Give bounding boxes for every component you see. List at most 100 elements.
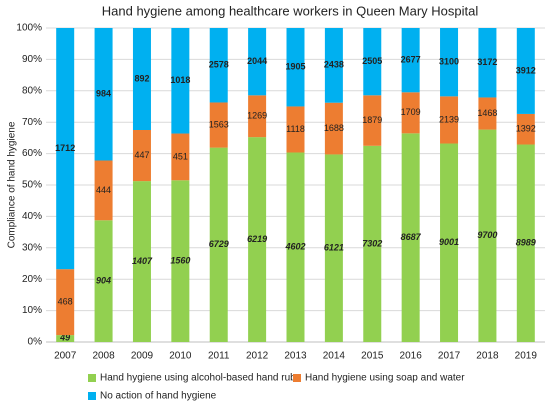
data-label: 1905: [285, 62, 305, 72]
data-label: 2505: [362, 56, 382, 66]
x-tick-label: 2018: [476, 351, 499, 362]
chart-title: Hand hygiene among healthcare workers in…: [102, 3, 479, 18]
data-label: 1018: [170, 75, 190, 85]
data-label: 9001: [439, 237, 459, 247]
bar-segment: [132, 28, 151, 130]
x-tick-label: 2008: [92, 351, 115, 362]
bar-segment: [478, 28, 497, 98]
bar-segment: [363, 28, 382, 96]
data-label: 6121: [324, 243, 344, 253]
y-tick-label: 100%: [16, 23, 42, 34]
data-label: 2578: [209, 60, 229, 70]
data-label: 892: [134, 73, 149, 83]
data-label: 1563: [209, 119, 229, 129]
bar-segment: [56, 269, 75, 336]
data-label: 6219: [247, 234, 267, 244]
data-label: 447: [134, 150, 149, 160]
bar-segment: [401, 28, 420, 93]
x-tick-label: 2010: [169, 351, 192, 362]
y-tick-label: 70%: [22, 117, 42, 128]
data-label: 1468: [477, 108, 497, 118]
data-label: 4602: [284, 242, 305, 252]
bar-segment: [171, 133, 190, 181]
bar-segment: [401, 133, 420, 342]
bar-segment: [478, 129, 497, 342]
bar-segment: [478, 97, 497, 130]
bar-segment: [209, 102, 228, 148]
data-label: 1269: [247, 111, 267, 121]
bar-segment: [171, 28, 190, 134]
bar-segment: [248, 137, 267, 342]
y-tick-label: 0%: [28, 337, 43, 348]
bar-segment: [94, 160, 113, 221]
data-label: 3172: [477, 57, 497, 67]
bar-segment: [286, 106, 305, 153]
bar-segment: [363, 95, 382, 146]
legend-swatch: [88, 392, 96, 400]
data-label: 1560: [170, 256, 190, 266]
y-tick-label: 60%: [22, 148, 42, 159]
bar-segment: [516, 28, 535, 114]
data-label: 3100: [439, 57, 459, 67]
bar-segment: [324, 154, 343, 342]
x-tick-label: 2013: [284, 351, 307, 362]
bar-segment: [401, 92, 420, 134]
bar-segment: [94, 220, 113, 342]
bar-segment: [248, 95, 267, 138]
x-tick-label: 2016: [400, 351, 423, 362]
x-tick-label: 2011: [208, 351, 230, 362]
legend-label: Hand hygiene using soap and water: [305, 373, 465, 384]
legend-swatch: [293, 374, 301, 382]
legend-label: No action of hand hygiene: [100, 391, 217, 402]
x-tick-label: 2012: [246, 351, 269, 362]
data-label: 2044: [247, 56, 267, 66]
bar-segment: [516, 144, 535, 342]
y-tick-label: 20%: [22, 274, 42, 285]
bar-segment: [440, 96, 459, 144]
data-label: 2438: [324, 60, 344, 70]
data-label: 904: [96, 276, 111, 286]
data-label: 444: [96, 185, 111, 195]
data-label: 2139: [439, 114, 459, 124]
data-label: 6729: [209, 239, 229, 249]
y-tick-label: 10%: [22, 305, 42, 316]
bar-segment: [132, 181, 151, 342]
x-tick-label: 2015: [361, 351, 384, 362]
data-label: 9700: [477, 230, 497, 240]
y-tick-label: 50%: [22, 180, 42, 191]
x-tick-label: 2014: [323, 351, 346, 362]
data-label: 49: [59, 332, 70, 342]
data-label: 1118: [286, 124, 305, 134]
y-tick-label: 30%: [22, 242, 42, 253]
bar-segment: [324, 102, 343, 155]
x-tick-label: 2009: [131, 351, 154, 362]
data-label: 8989: [516, 238, 536, 248]
data-label: 984: [96, 89, 111, 99]
y-tick-label: 40%: [22, 211, 42, 222]
x-tick-label: 2017: [438, 351, 461, 362]
data-label: 468: [58, 297, 73, 307]
y-tick-label: 80%: [22, 85, 42, 96]
data-label: 1407: [132, 256, 153, 266]
bar-segment: [440, 143, 459, 342]
bar-segment: [132, 129, 151, 182]
bar-segment: [286, 152, 305, 342]
bar-segment: [363, 145, 382, 342]
data-label: 1712: [55, 143, 75, 153]
data-label: 451: [173, 151, 188, 161]
legend-swatch: [88, 374, 96, 382]
data-label: 2677: [401, 55, 421, 65]
x-tick-label: 2007: [54, 351, 77, 362]
x-tick-label: 2019: [515, 351, 538, 362]
data-label: 8687: [401, 232, 422, 242]
bar-segment: [440, 28, 459, 97]
legend-label: Hand hygiene using alcohol-based hand ru…: [100, 373, 296, 384]
data-label: 1879: [362, 115, 382, 125]
data-label: 1392: [516, 124, 536, 134]
bar-segment: [94, 28, 113, 161]
bar-segment: [56, 335, 75, 342]
bar-segment: [209, 147, 228, 342]
bar-segment: [56, 28, 75, 270]
bar-segment: [516, 113, 535, 145]
